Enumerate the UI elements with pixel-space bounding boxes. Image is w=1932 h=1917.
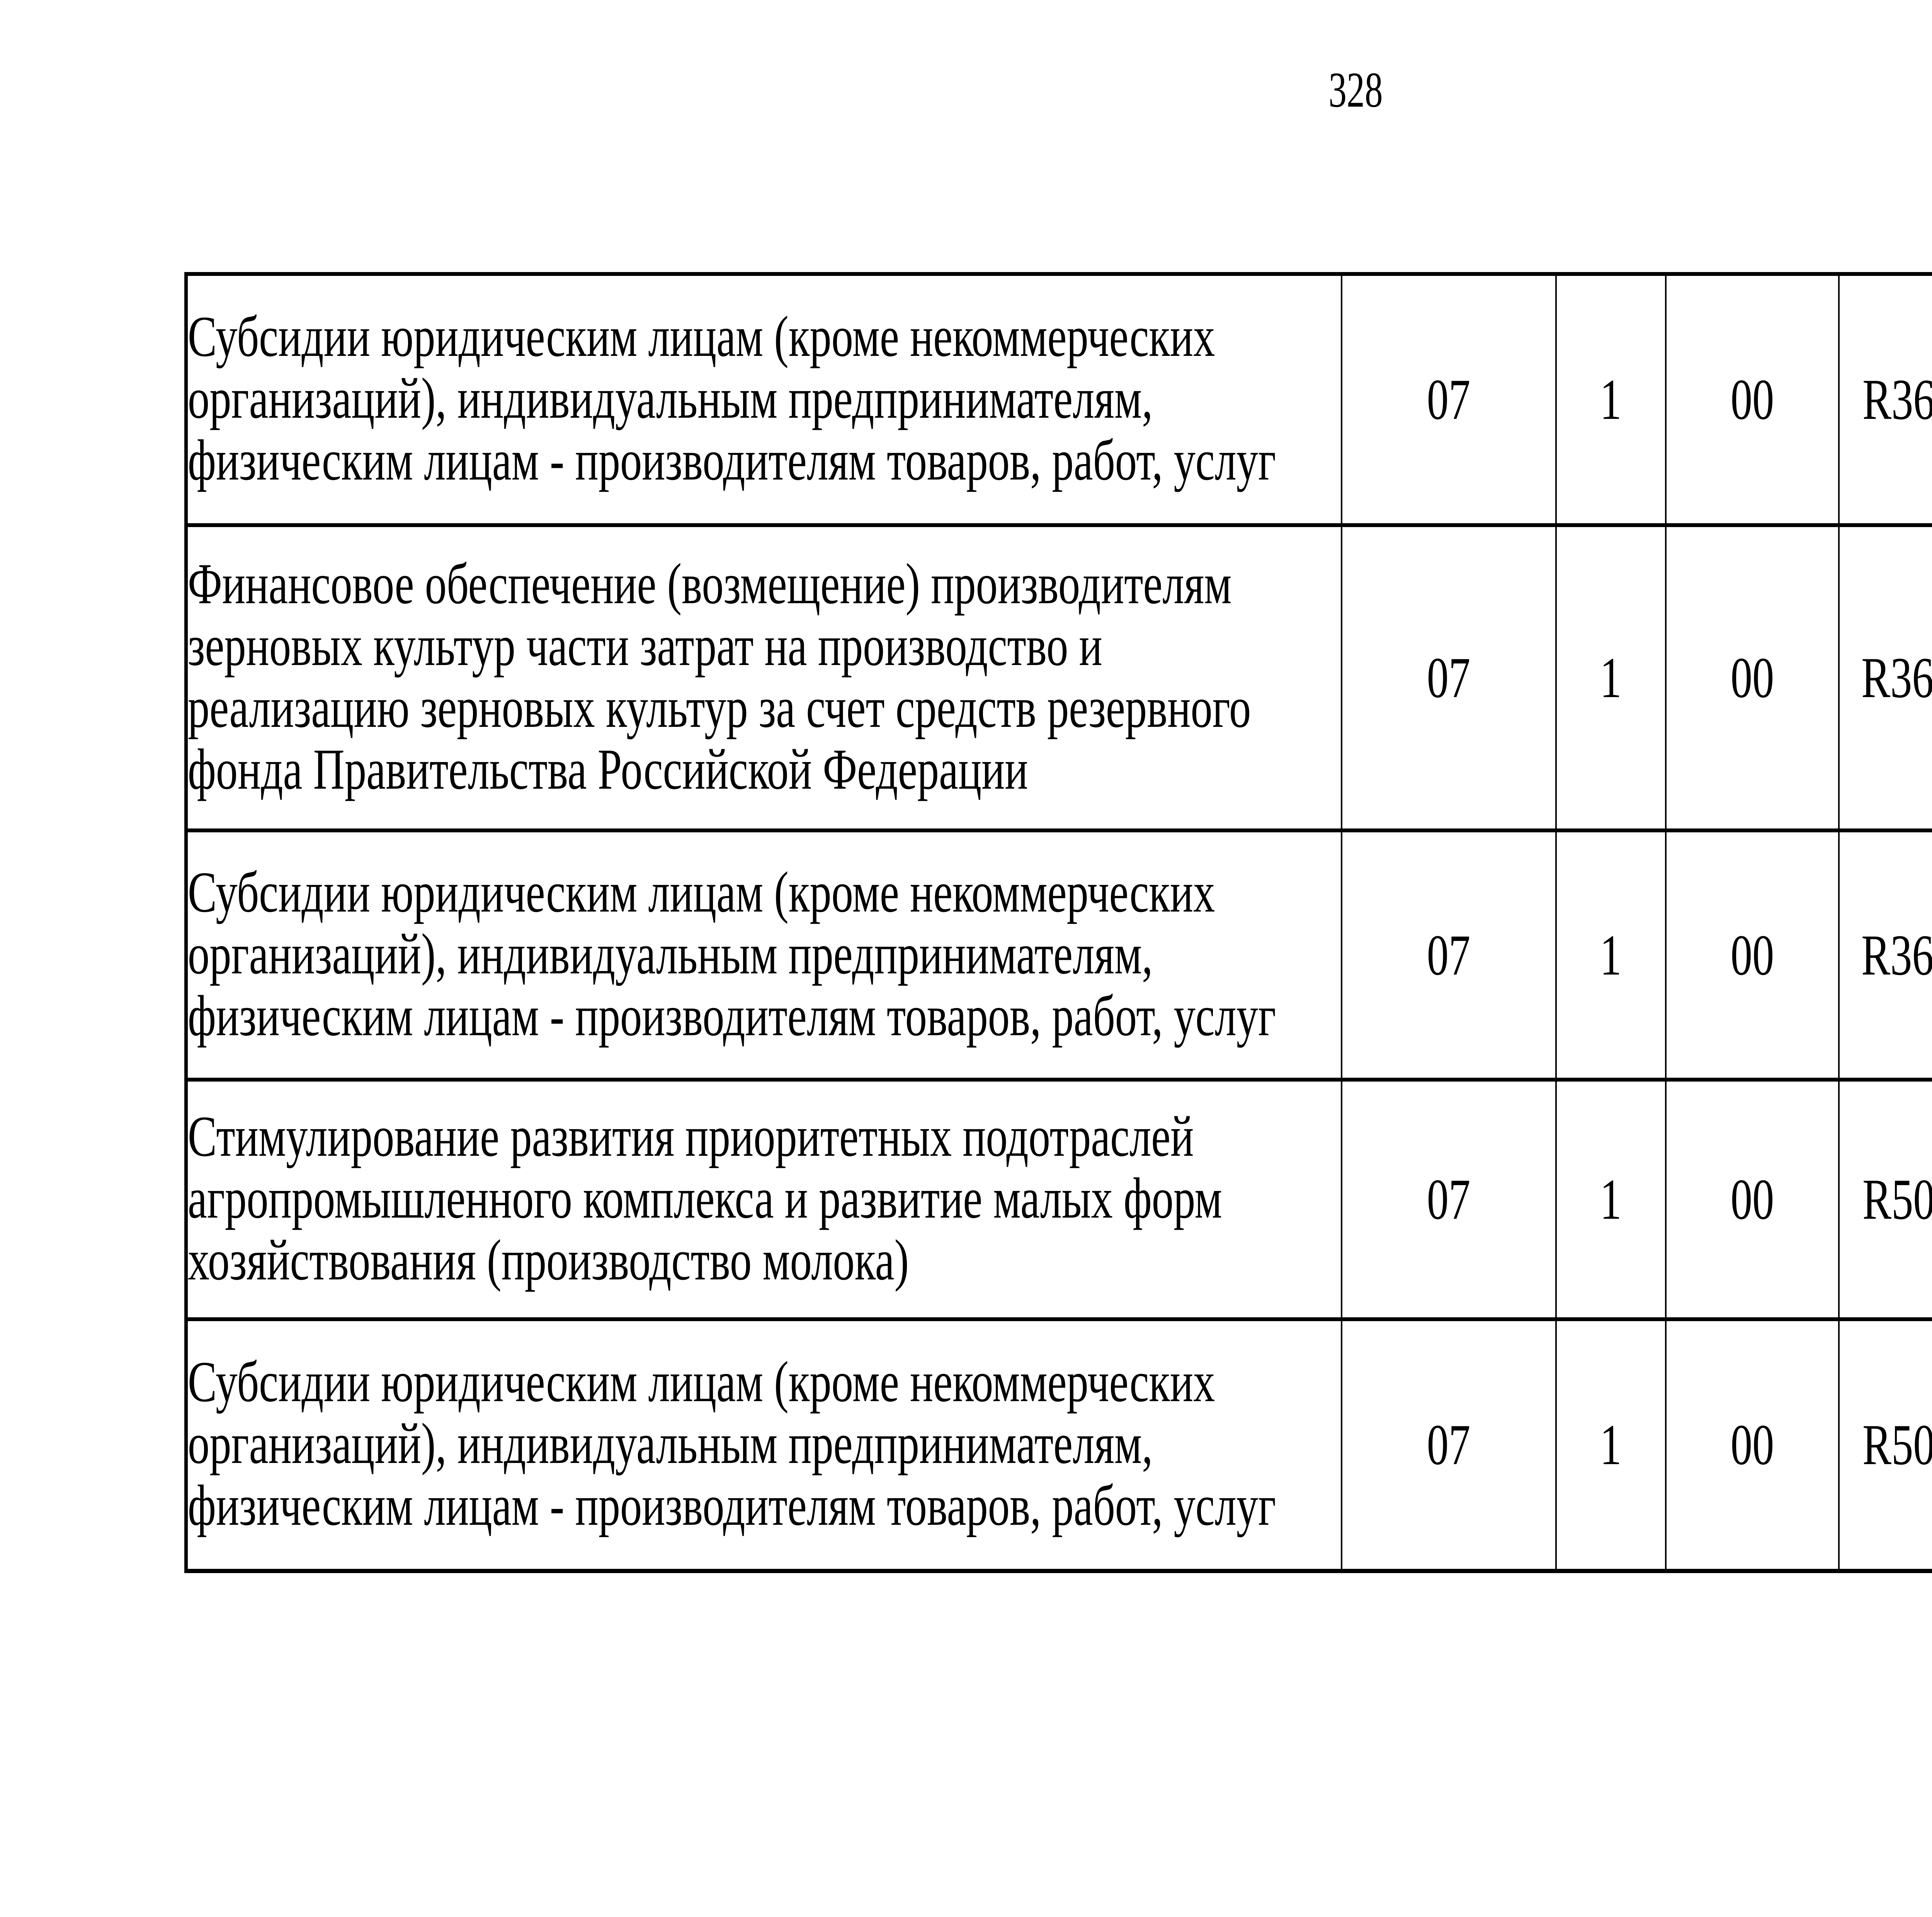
target-article-code-cell: R5022	[1838, 1078, 1932, 1321]
target-article-code-cell: R368F	[1838, 523, 1932, 832]
page-number: 328	[0, 65, 1932, 115]
subsection-code-cell: 1	[1555, 1078, 1667, 1321]
description-cell: Субсидии юридическим лицам (кроме некомм…	[185, 1317, 1342, 1573]
table-row: Стимулирование развития приоритетных под…	[185, 1078, 1932, 1321]
page-number-value: 328	[1328, 62, 1383, 118]
table-row: Финансовое обеспечение (возмещение) прои…	[185, 523, 1932, 832]
section-code-cell: 07	[1340, 272, 1557, 527]
description-cell: Субсидии юридическим лицам (кроме некомм…	[185, 272, 1342, 527]
subsection-code-cell: 1	[1555, 828, 1667, 1082]
description-cell: Субсидии юридическим лицам (кроме некомм…	[185, 828, 1342, 1082]
target-article-code-cell: R5022	[1838, 1317, 1932, 1573]
item-code-cell: 00	[1665, 828, 1840, 1082]
table-row: Субсидии юридическим лицам (кроме некомм…	[185, 828, 1932, 1082]
section-code-cell: 07	[1340, 523, 1557, 832]
description-text: Субсидии юридическим лицам (кроме некомм…	[188, 1350, 1276, 1538]
description-text: Субсидии юридическим лицам (кроме некомм…	[188, 304, 1276, 492]
table-row: Субсидии юридическим лицам (кроме некомм…	[185, 272, 1932, 527]
description-text: Финансовое обеспечение (возмещение) прои…	[188, 552, 1251, 801]
subsection-code-cell: 1	[1555, 523, 1667, 832]
description-cell: Стимулирование развития приоритетных под…	[185, 1078, 1342, 1321]
item-code-cell: 00	[1665, 1078, 1840, 1321]
section-code-cell: 07	[1340, 828, 1557, 1082]
item-code-cell: 00	[1665, 272, 1840, 527]
target-article-code-cell: R368F	[1838, 828, 1932, 1082]
section-code-cell: 07	[1340, 1317, 1557, 1573]
table-row: Субсидии юридическим лицам (кроме некомм…	[185, 1317, 1932, 1573]
description-text: Стимулирование развития приоритетных под…	[188, 1104, 1222, 1292]
item-code-cell: 00	[1665, 1317, 1840, 1573]
target-article-code-cell: R3680	[1838, 272, 1932, 527]
subsection-code-cell: 1	[1555, 272, 1667, 527]
budget-table: Субсидии юридическим лицам (кроме некомм…	[184, 272, 1932, 1573]
section-code-cell: 07	[1340, 1078, 1557, 1321]
description-text: Субсидии юридическим лицам (кроме некомм…	[188, 860, 1276, 1048]
description-cell: Финансовое обеспечение (возмещение) прои…	[185, 523, 1342, 832]
subsection-code-cell: 1	[1555, 1317, 1667, 1573]
item-code-cell: 00	[1665, 523, 1840, 832]
